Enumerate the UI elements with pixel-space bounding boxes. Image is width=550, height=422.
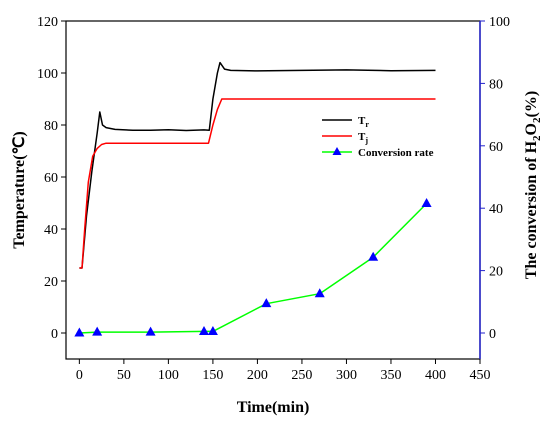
x-tick-label: 350 <box>380 368 401 383</box>
legend-label: Tr <box>358 115 369 129</box>
left-y-tick-label: 100 <box>37 67 58 82</box>
left-y-tick-label: 0 <box>51 327 58 342</box>
series-line-tj <box>79 98 436 269</box>
left-y-tick-label: 60 <box>44 171 58 186</box>
x-tick-label: 50 <box>117 368 131 383</box>
x-tick-label: 400 <box>425 368 446 383</box>
data-point <box>421 198 432 208</box>
legend-label-sub: r <box>365 120 369 129</box>
legend-label: Conversion rate <box>358 147 434 159</box>
right-y-tick-label: 20 <box>489 265 503 280</box>
ticks-layer: 0 50 100 150 200 250 300 350 400 4500204060801001… <box>37 15 510 383</box>
right-y-tick-label: 60 <box>489 140 503 155</box>
data-point <box>199 325 209 335</box>
data-point <box>145 326 156 336</box>
x-axis-title: Time(min) <box>237 399 310 416</box>
left-y-tick-label: 120 <box>37 15 58 30</box>
legend-label-main: Conversion rate <box>358 147 434 159</box>
right-y-tick-label: 0 <box>489 327 496 342</box>
left-axis-title: Temperature(℃) <box>11 131 28 249</box>
legend-marker <box>332 147 342 155</box>
x-tick-label: 450 <box>470 368 491 383</box>
x-tick-label: 250 <box>291 368 312 383</box>
right-y-tick-label: 80 <box>489 77 503 92</box>
data-point <box>368 251 379 261</box>
left-y-tick-label: 20 <box>44 275 58 290</box>
plot-frame <box>65 20 481 360</box>
data-point <box>314 288 325 298</box>
right-axis-title-part: (%) <box>523 91 540 118</box>
x-tick-label: 100 <box>158 368 179 383</box>
legend-label: Tj <box>358 131 368 145</box>
x-tick-label: 150 <box>202 368 223 383</box>
right-axis-title: The conversion of H2O2(%) <box>523 91 543 279</box>
right-y-tick-label: 40 <box>489 202 503 217</box>
left-y-tick-label: 80 <box>44 119 58 134</box>
legend-label-sub: j <box>364 136 368 145</box>
legend-label-main: T <box>358 131 366 143</box>
right-axis-title-sub: 2 <box>531 135 543 141</box>
x-tick-label: 300 <box>336 368 357 383</box>
data-point <box>207 325 218 335</box>
right-axis-title-sub: 2 <box>531 117 543 123</box>
left-y-tick-label: 40 <box>44 223 58 238</box>
x-tick-label: 0 <box>76 368 83 383</box>
series-layer <box>74 61 436 337</box>
right-y-tick-label: 100 <box>489 15 510 30</box>
x-tick-label: 200 <box>247 368 268 383</box>
data-point <box>92 326 103 336</box>
right-axis-title-part: O <box>523 123 540 135</box>
series-line-tr <box>79 61 436 269</box>
data-point <box>261 298 272 308</box>
data-point <box>74 327 85 337</box>
right-axis-title-part: The conversion of H <box>523 140 540 279</box>
legend-label-main: T <box>358 115 366 127</box>
series-line-conversion-rate <box>79 202 428 334</box>
